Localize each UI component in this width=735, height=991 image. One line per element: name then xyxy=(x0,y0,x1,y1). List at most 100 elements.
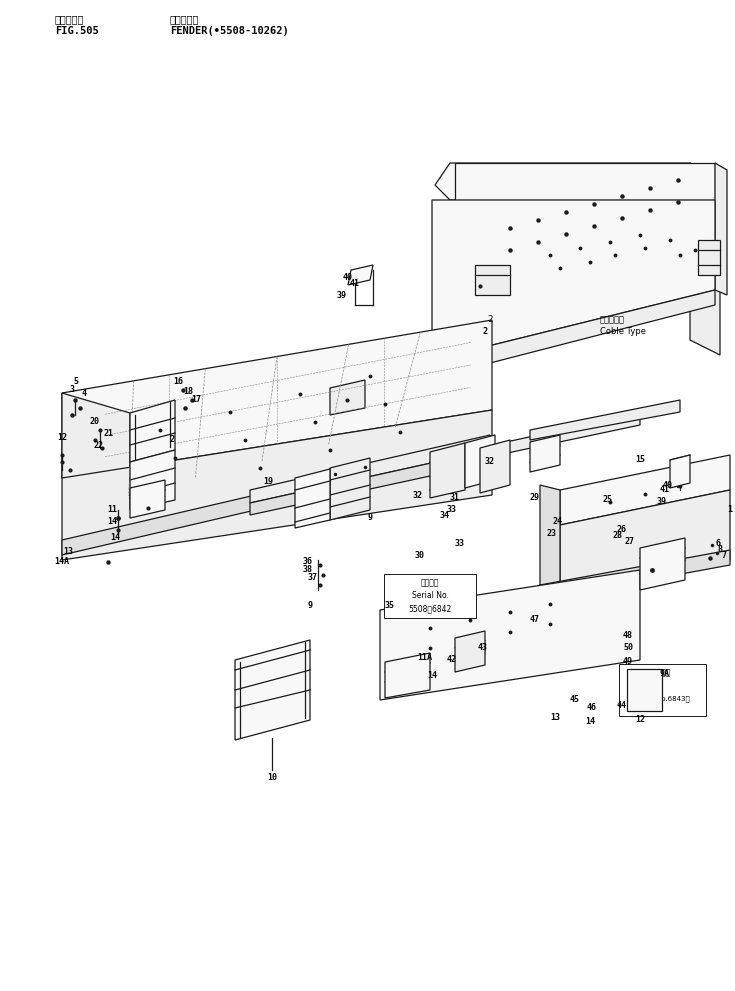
Text: 1: 1 xyxy=(728,505,733,514)
Text: 28: 28 xyxy=(613,530,623,539)
Text: 4: 4 xyxy=(82,388,87,397)
Polygon shape xyxy=(640,538,685,590)
Text: 13: 13 xyxy=(550,714,560,722)
Text: 適用号機: 適用号機 xyxy=(653,668,671,677)
Text: 40: 40 xyxy=(343,273,353,281)
Text: 32: 32 xyxy=(485,458,495,467)
Polygon shape xyxy=(560,490,730,595)
Text: 13: 13 xyxy=(63,547,73,557)
Polygon shape xyxy=(348,265,373,285)
Text: 9: 9 xyxy=(368,512,373,521)
Text: 34: 34 xyxy=(440,510,450,519)
Text: 37: 37 xyxy=(308,574,318,583)
Polygon shape xyxy=(460,413,640,463)
Polygon shape xyxy=(385,653,430,698)
Text: 6: 6 xyxy=(715,538,720,547)
Text: 41: 41 xyxy=(660,486,670,495)
Text: 8: 8 xyxy=(717,544,723,554)
Polygon shape xyxy=(627,669,662,711)
Polygon shape xyxy=(130,400,175,462)
Text: 14: 14 xyxy=(585,717,595,726)
Text: 29: 29 xyxy=(530,493,540,501)
Text: 5: 5 xyxy=(74,378,79,386)
Text: ファンダー: ファンダー xyxy=(55,14,85,24)
Text: 3: 3 xyxy=(70,385,74,394)
Polygon shape xyxy=(250,435,490,503)
Text: 2: 2 xyxy=(487,315,492,324)
Polygon shape xyxy=(698,240,720,275)
Text: 26: 26 xyxy=(617,525,627,534)
Text: 39: 39 xyxy=(657,497,667,506)
Polygon shape xyxy=(250,450,490,515)
Text: 25: 25 xyxy=(603,496,613,504)
Text: 46: 46 xyxy=(587,703,597,712)
Text: 42: 42 xyxy=(447,655,457,665)
Text: 47: 47 xyxy=(530,615,540,624)
Text: 50: 50 xyxy=(623,643,633,652)
Polygon shape xyxy=(480,440,510,493)
Polygon shape xyxy=(715,163,727,295)
Polygon shape xyxy=(62,393,130,500)
Text: 17: 17 xyxy=(191,395,201,404)
Text: 12: 12 xyxy=(635,716,645,724)
Text: 9A: 9A xyxy=(660,669,670,678)
Text: 38: 38 xyxy=(303,566,313,575)
Text: 10: 10 xyxy=(267,774,277,783)
Text: 2: 2 xyxy=(482,327,487,337)
Text: 40: 40 xyxy=(663,481,673,490)
Polygon shape xyxy=(435,163,720,200)
Text: 45: 45 xyxy=(570,696,580,705)
Text: 36: 36 xyxy=(303,558,313,567)
Text: ケーブル式: ケーブル式 xyxy=(600,315,625,324)
Text: 31: 31 xyxy=(450,494,460,502)
Polygon shape xyxy=(540,485,560,600)
Text: 39: 39 xyxy=(337,291,347,300)
Polygon shape xyxy=(560,455,730,525)
Text: 35: 35 xyxy=(385,601,395,609)
Text: 43: 43 xyxy=(478,642,488,651)
Text: 2: 2 xyxy=(170,435,174,445)
Text: Serial No.6843～: Serial No.6843～ xyxy=(634,695,690,702)
Polygon shape xyxy=(330,458,370,520)
Text: 41: 41 xyxy=(350,278,360,287)
Text: 27: 27 xyxy=(625,537,635,546)
Text: 44: 44 xyxy=(617,701,627,710)
FancyBboxPatch shape xyxy=(619,664,706,716)
Polygon shape xyxy=(235,640,310,740)
Polygon shape xyxy=(455,631,485,672)
Text: 18: 18 xyxy=(183,387,193,396)
Polygon shape xyxy=(690,163,720,355)
Polygon shape xyxy=(530,435,560,472)
Text: 5508～6842: 5508～6842 xyxy=(409,604,451,613)
Text: 33: 33 xyxy=(455,538,465,547)
Text: 適用号機: 適用号機 xyxy=(420,578,440,587)
Polygon shape xyxy=(432,290,715,378)
Polygon shape xyxy=(465,435,495,488)
Text: 16: 16 xyxy=(173,378,183,386)
Text: 12: 12 xyxy=(57,432,67,442)
Text: 33: 33 xyxy=(447,505,457,514)
Polygon shape xyxy=(380,570,640,700)
Text: 14: 14 xyxy=(107,517,117,526)
Polygon shape xyxy=(62,410,492,560)
FancyBboxPatch shape xyxy=(384,574,476,618)
Text: 11A: 11A xyxy=(417,653,432,663)
Text: 14: 14 xyxy=(427,671,437,680)
Text: FIG.505: FIG.505 xyxy=(55,26,98,36)
Polygon shape xyxy=(670,455,690,488)
Polygon shape xyxy=(432,200,715,360)
Text: ファンダー: ファンダー xyxy=(170,14,199,24)
Polygon shape xyxy=(62,320,492,478)
Polygon shape xyxy=(130,450,175,510)
Text: 9: 9 xyxy=(307,601,312,609)
Polygon shape xyxy=(295,469,330,528)
Text: 14A: 14A xyxy=(54,558,70,567)
Text: 21: 21 xyxy=(103,428,113,437)
Text: 32: 32 xyxy=(413,491,423,499)
Polygon shape xyxy=(62,473,350,555)
Text: 15: 15 xyxy=(635,456,645,465)
Polygon shape xyxy=(540,550,730,600)
Text: FENDER(•5508-10262): FENDER(•5508-10262) xyxy=(170,26,289,36)
Text: 19: 19 xyxy=(263,478,273,487)
Polygon shape xyxy=(330,380,365,415)
